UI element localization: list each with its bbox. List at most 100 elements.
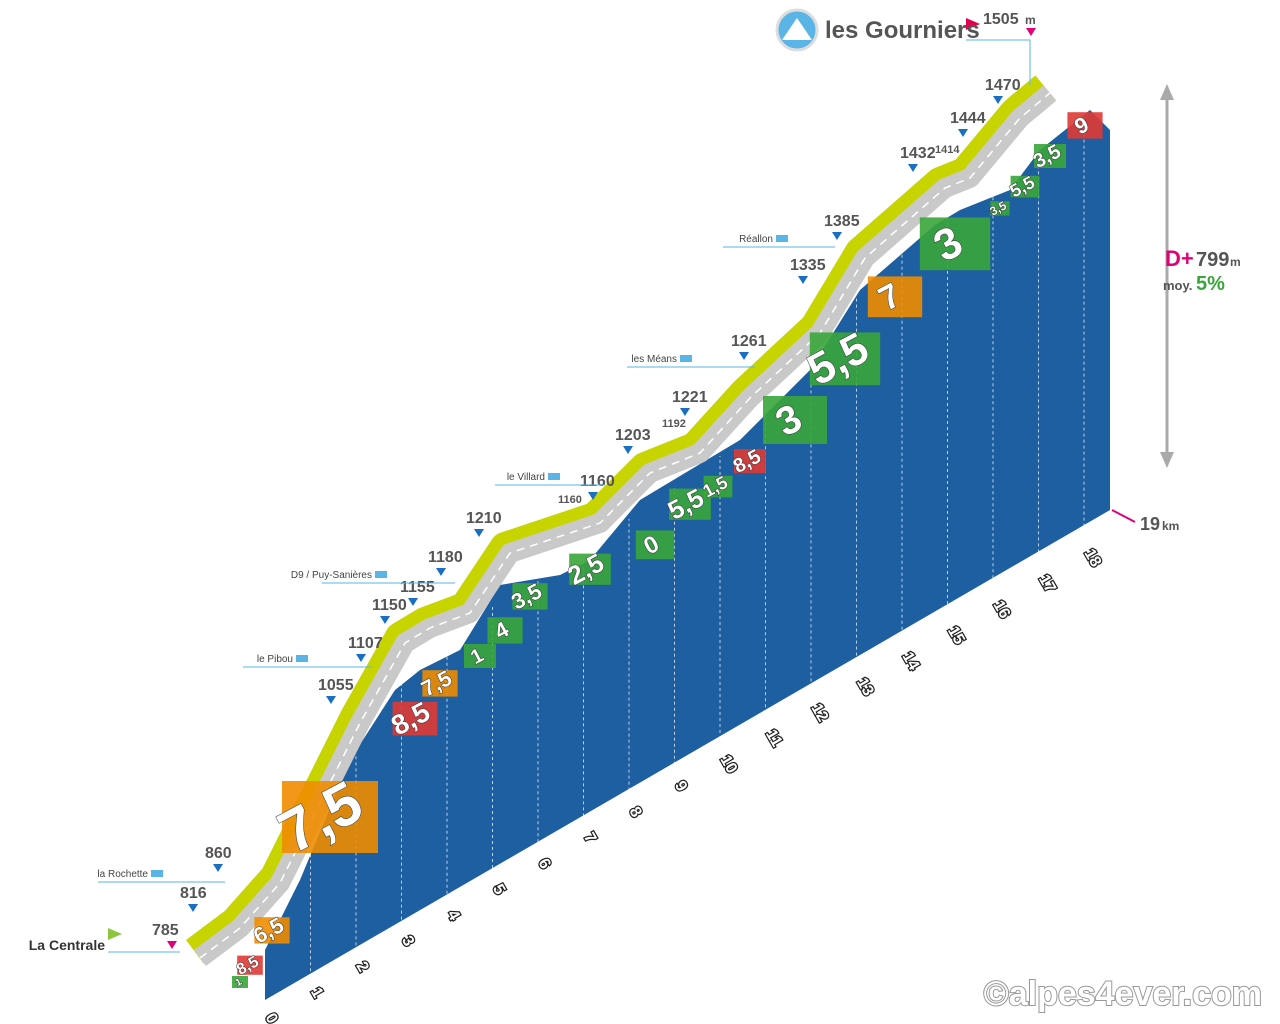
place-label: le Villard: [507, 472, 545, 483]
altitude-marker: [993, 96, 1003, 104]
altitude-label: 1335: [790, 257, 826, 274]
km-label: 15: [944, 624, 968, 648]
km-label: 1: [307, 985, 326, 1001]
place-icon: [776, 235, 788, 242]
gradient-block: [809, 332, 881, 386]
altitude-marker: [436, 568, 446, 576]
altitude-label: 1192: [662, 418, 686, 430]
altitude-label: 1160: [580, 473, 615, 490]
place-icon: [296, 655, 308, 662]
place-label: les Méans: [631, 354, 677, 365]
place-label: D9 / Puy-Sanières: [291, 570, 372, 581]
altitude-label: 1203: [615, 427, 651, 444]
km-label: 12: [808, 701, 832, 725]
place-label: la Rochette: [97, 869, 148, 880]
altitude-marker: [680, 408, 690, 416]
km-label: 13: [853, 675, 877, 699]
gradient-block: [569, 553, 611, 585]
altitude-label: 1160: [558, 494, 582, 506]
avg-label: moy.: [1163, 278, 1192, 293]
place-icon: [548, 473, 560, 480]
altitude-label: 1444: [950, 110, 986, 127]
altitude-marker: [588, 492, 598, 500]
place-icon: [151, 870, 163, 877]
altitude-label: 1210: [466, 510, 502, 527]
km-label: 17: [1035, 572, 1059, 596]
km-label: 16: [990, 598, 1014, 622]
gradient-block: [422, 670, 458, 697]
km-label: 5: [489, 882, 508, 898]
altitude-label: 1414: [935, 144, 960, 156]
profile-body: [265, 110, 1110, 1000]
gradient-block: [512, 583, 548, 610]
altitude-marker: [356, 654, 366, 662]
km-label: 3: [398, 933, 417, 949]
summit-flag: [966, 18, 980, 30]
altitude-marker: [167, 941, 177, 949]
altitude-marker: [832, 232, 842, 240]
km-label: 14: [899, 649, 923, 673]
altitude-label: 1261: [731, 333, 767, 350]
start-flag: [108, 928, 122, 940]
altitude-marker: [798, 276, 808, 284]
copyright: ©alpes4ever.com: [984, 975, 1262, 1013]
altitude-marker: [623, 446, 633, 454]
gradient-label: 1: [234, 976, 244, 989]
altitude-label: 1155: [400, 579, 435, 596]
altitude-marker: [188, 904, 198, 912]
arrow-head: [1160, 84, 1174, 100]
gradient-block: [990, 201, 1010, 216]
km-label: 7: [580, 830, 599, 846]
summit-leader: [966, 39, 1031, 85]
altitude-marker: [380, 616, 390, 624]
gradient-block: [763, 396, 827, 444]
gradient-block: [1010, 175, 1040, 198]
summit-altitude: 1505: [983, 11, 1019, 28]
place-icon: [375, 571, 387, 578]
distance-unit: km: [1162, 519, 1179, 533]
km-label: 0: [262, 1011, 281, 1024]
place-label: le Pibou: [257, 654, 293, 665]
gradient-block: [1034, 144, 1066, 168]
km-label: 9: [671, 778, 690, 794]
gradient-block: [867, 276, 923, 318]
gradient-block: [734, 449, 766, 473]
gain-unit: m: [1230, 255, 1241, 269]
distance: 19: [1140, 514, 1160, 534]
altitude-marker: [958, 129, 968, 137]
km-label: 4: [444, 907, 463, 923]
altitude-label: 1180: [428, 549, 463, 566]
altitude-label: 1150: [372, 597, 407, 614]
altitude-marker: [408, 598, 418, 606]
summit-unit: m: [1025, 13, 1036, 27]
altitude-marker: [474, 529, 484, 537]
arrow-head: [1160, 452, 1174, 468]
gradient-block: [635, 530, 675, 560]
altitude-label: 1470: [985, 77, 1021, 94]
km-label: 10: [717, 753, 741, 777]
altitude-marker: [213, 864, 223, 872]
km-label: 11: [762, 727, 785, 750]
km-label: 8: [626, 804, 645, 820]
altitude-marker: [1026, 28, 1036, 36]
avg: 5%: [1196, 273, 1225, 295]
altitude-label: 1107: [348, 635, 383, 652]
altitude-marker: [739, 352, 749, 360]
road-centerline: [199, 92, 1051, 959]
altitude-label: 1385: [824, 213, 860, 230]
gradient-block: [237, 955, 263, 975]
place-label: Réallon: [739, 234, 773, 245]
place-icon: [680, 355, 692, 362]
gradient-block: [1067, 112, 1103, 139]
km-label: 18: [1081, 546, 1105, 570]
gradient-block: [392, 701, 438, 736]
altitude-marker: [326, 696, 336, 704]
gradient-block: [487, 617, 523, 644]
gradient-block: [282, 781, 378, 853]
start-altitude: 785: [152, 922, 179, 939]
gain-label: D+: [1165, 246, 1194, 271]
altitude-label: 1055: [318, 677, 354, 694]
gradient-block: [464, 644, 496, 668]
altitude-label: 1221: [672, 389, 708, 406]
summit-name: les Gourniers: [825, 17, 980, 44]
